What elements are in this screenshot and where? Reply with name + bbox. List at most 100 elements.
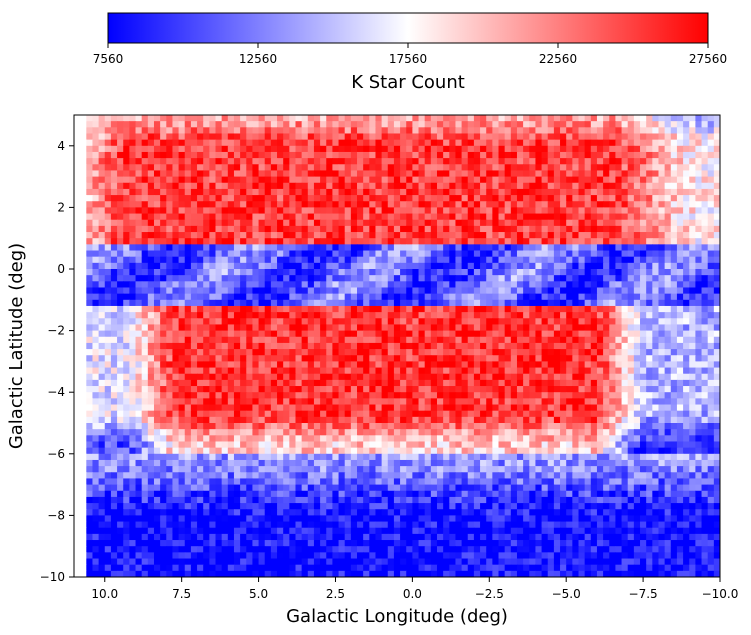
heatmap-cell bbox=[393, 158, 401, 165]
heatmap-cell bbox=[123, 349, 130, 356]
heatmap-cell bbox=[701, 238, 709, 245]
heatmap-cell bbox=[443, 151, 450, 159]
heatmap-cell bbox=[153, 256, 161, 264]
heatmap-cell bbox=[375, 232, 383, 239]
heatmap-cell bbox=[227, 336, 235, 344]
heatmap-cell bbox=[418, 115, 426, 122]
heatmap-cell bbox=[240, 244, 247, 252]
heatmap-cell bbox=[221, 324, 229, 332]
heatmap-cell bbox=[455, 305, 463, 313]
heatmap-cell bbox=[289, 349, 297, 356]
heatmap-cell bbox=[529, 392, 537, 399]
heatmap-cell bbox=[295, 188, 303, 196]
heatmap-cell bbox=[307, 349, 315, 356]
heatmap-cell bbox=[652, 398, 660, 406]
heatmap-cell bbox=[86, 139, 94, 147]
heatmap-cell bbox=[184, 349, 192, 356]
heatmap-cell bbox=[473, 312, 481, 319]
heatmap-cell bbox=[338, 312, 346, 319]
heatmap-cell bbox=[104, 244, 112, 252]
heatmap-cell bbox=[449, 386, 457, 393]
heatmap-cell bbox=[547, 336, 555, 344]
heatmap-cell bbox=[670, 361, 678, 369]
heatmap-cell bbox=[400, 269, 407, 276]
heatmap-cell bbox=[80, 127, 87, 135]
heatmap-cell bbox=[430, 349, 438, 356]
heatmap-cell bbox=[529, 287, 537, 295]
heatmap-cell bbox=[473, 225, 481, 233]
heatmap-cell bbox=[283, 330, 290, 338]
heatmap-cell bbox=[695, 281, 703, 289]
heatmap-cell bbox=[461, 336, 469, 344]
heatmap-cell bbox=[412, 349, 420, 356]
heatmap-cell bbox=[480, 170, 487, 178]
heatmap-cell bbox=[535, 342, 543, 350]
heatmap-cell bbox=[166, 392, 174, 399]
heatmap-cell bbox=[498, 151, 506, 159]
heatmap-cell bbox=[516, 127, 524, 135]
heatmap-cell bbox=[135, 244, 143, 252]
heatmap-cell bbox=[190, 133, 198, 141]
heatmap-cell bbox=[664, 115, 672, 122]
heatmap-cell bbox=[412, 398, 420, 406]
heatmap-cell bbox=[313, 182, 321, 190]
heatmap-cell bbox=[117, 287, 124, 295]
heatmap-cell bbox=[609, 238, 617, 245]
heatmap-cell bbox=[147, 225, 155, 233]
heatmap-cell bbox=[529, 349, 537, 356]
heatmap-cell bbox=[449, 127, 457, 135]
heatmap-cell bbox=[590, 219, 598, 227]
heatmap-cell bbox=[326, 127, 333, 135]
heatmap-cell bbox=[80, 404, 87, 412]
heatmap-cell bbox=[252, 238, 260, 245]
heatmap-cell bbox=[609, 201, 617, 208]
heatmap-cell bbox=[553, 281, 561, 289]
heatmap-cell bbox=[609, 398, 617, 406]
heatmap-cell bbox=[689, 349, 696, 356]
heatmap-cell bbox=[578, 158, 586, 165]
heatmap-cell bbox=[633, 330, 641, 338]
heatmap-cell bbox=[227, 342, 235, 350]
heatmap-cell bbox=[670, 238, 678, 245]
heatmap-cell bbox=[277, 145, 284, 153]
heatmap-cell bbox=[523, 305, 530, 313]
heatmap-cell bbox=[572, 293, 580, 301]
heatmap-cell bbox=[590, 287, 598, 295]
heatmap-cell bbox=[141, 262, 149, 270]
heatmap-cell bbox=[547, 213, 555, 221]
heatmap-cell bbox=[92, 133, 100, 141]
heatmap-cell bbox=[184, 151, 192, 159]
heatmap-cell bbox=[357, 188, 364, 196]
heatmap-cell bbox=[412, 176, 420, 184]
heatmap-cell bbox=[566, 361, 573, 369]
heatmap-cell bbox=[436, 250, 444, 258]
heatmap-cell bbox=[400, 281, 407, 289]
heatmap-cell bbox=[369, 318, 377, 326]
heatmap-cell bbox=[633, 373, 641, 381]
heatmap-cell bbox=[147, 275, 155, 282]
heatmap-cell bbox=[246, 336, 254, 344]
heatmap-cell bbox=[627, 373, 635, 381]
heatmap-cell bbox=[350, 201, 358, 208]
heatmap-cell bbox=[117, 342, 124, 350]
heatmap-cell bbox=[498, 145, 506, 153]
heatmap-cell bbox=[172, 305, 180, 313]
heatmap-cell bbox=[707, 238, 715, 245]
heatmap-cell bbox=[609, 151, 617, 159]
heatmap-cell bbox=[646, 188, 653, 196]
heatmap-cell bbox=[553, 207, 561, 215]
heatmap-cell bbox=[166, 188, 174, 196]
heatmap-cell bbox=[381, 219, 389, 227]
heatmap-cell bbox=[172, 115, 180, 122]
heatmap-cell bbox=[510, 361, 518, 369]
heatmap-cell bbox=[369, 269, 377, 276]
heatmap-cell bbox=[135, 250, 143, 258]
heatmap-cell bbox=[406, 293, 413, 301]
heatmap-cell bbox=[498, 336, 506, 344]
heatmap-cell bbox=[498, 219, 506, 227]
heatmap-cell bbox=[492, 133, 500, 141]
heatmap-cell bbox=[707, 293, 715, 301]
heatmap-cell bbox=[449, 145, 457, 153]
heatmap-cell bbox=[664, 170, 672, 178]
heatmap-cell bbox=[184, 195, 192, 202]
